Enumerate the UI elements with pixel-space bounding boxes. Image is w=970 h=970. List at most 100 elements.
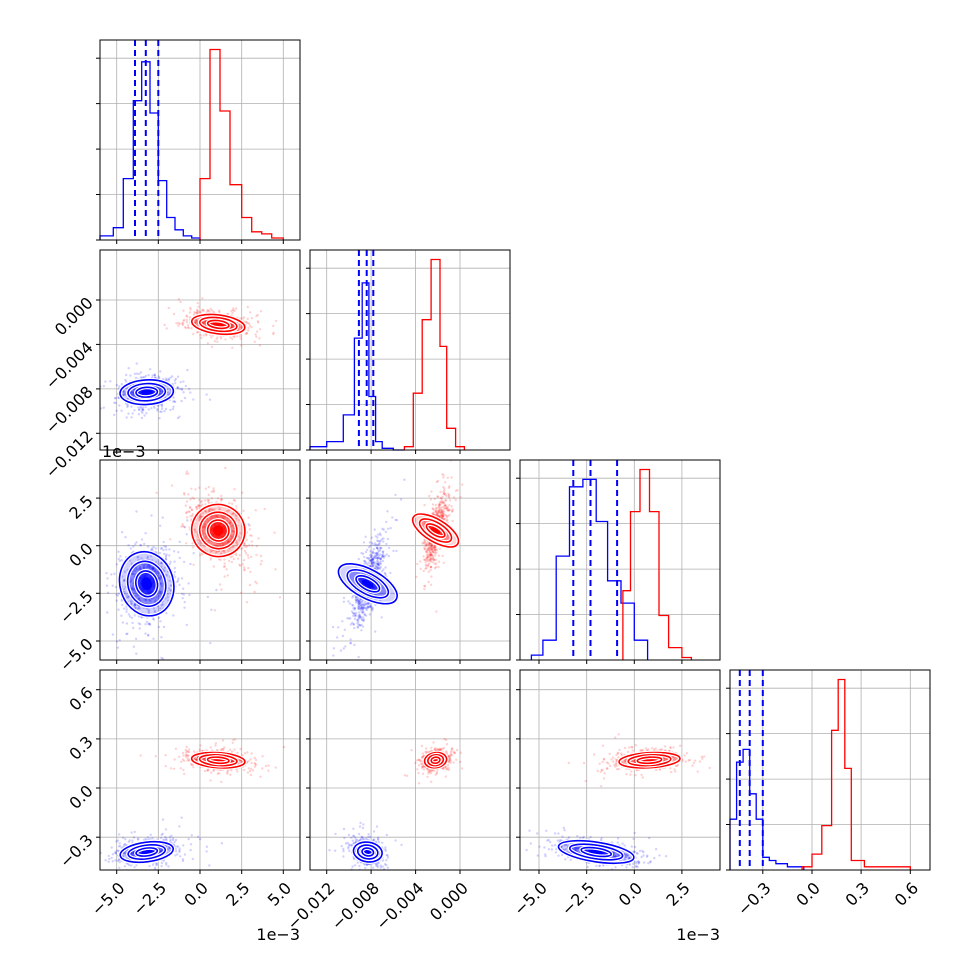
x-tick-label: 0.0 xyxy=(792,878,823,909)
blue-contour-2 xyxy=(135,847,159,857)
blue-contour-1 xyxy=(568,843,624,861)
blue-histogram-0 xyxy=(99,61,201,240)
red-contour-1 xyxy=(427,754,445,767)
grid xyxy=(310,460,510,660)
x-tick-label: 2.5 xyxy=(662,878,693,909)
red-contour-2 xyxy=(206,756,230,765)
grid xyxy=(310,670,510,870)
x-tick-label: −5.0 xyxy=(510,878,551,919)
x-axis-labels-3: −0.3 0.0 0.3 0.6 xyxy=(734,878,922,919)
blue-contour-1 xyxy=(356,844,379,860)
x-tick-label: −2.5 xyxy=(129,878,170,919)
blue-contour-0 xyxy=(119,379,175,406)
red-contour-0 xyxy=(618,751,681,769)
red-histogram-3 xyxy=(801,678,911,870)
blue-contour-1 xyxy=(126,560,167,608)
panel-frame xyxy=(309,669,511,871)
blue-contour-2 xyxy=(580,846,613,858)
x-tick-label: 0.0 xyxy=(615,878,646,909)
x-tick-label: 0.000 xyxy=(426,878,472,924)
scatter-panel-0-1 xyxy=(96,249,301,454)
red-contour-1 xyxy=(418,518,453,543)
red-density-level-3 xyxy=(213,322,224,327)
y-tick-label: −5.0 xyxy=(56,634,97,675)
scatter-panel-0-2 xyxy=(96,459,301,664)
y-tick-label: 0.0 xyxy=(65,781,96,812)
blue-density-level-3 xyxy=(141,849,152,855)
blue-contour-1 xyxy=(346,569,390,599)
blue-contour-0 xyxy=(118,550,175,617)
blue-contour-1 xyxy=(127,382,167,402)
blue-contour-2 xyxy=(355,574,381,593)
x-axis-labels-0: −5.0 −2.5 0.0 2.5 5.0 1e−3 xyxy=(88,878,300,944)
panel-frame xyxy=(519,669,721,871)
grid xyxy=(100,250,300,450)
x-tick-label: −5.0 xyxy=(88,878,129,919)
x-offset-label: 1e−3 xyxy=(676,925,720,944)
red-contour-1 xyxy=(198,753,238,767)
red-density-level-3 xyxy=(431,527,441,534)
x-tick-label: 0.3 xyxy=(842,878,873,909)
histogram-panel-2 xyxy=(516,459,721,664)
scatter-panel-0-3 xyxy=(96,669,301,874)
blue-contour-0 xyxy=(352,841,383,863)
red-contour-0 xyxy=(190,313,246,336)
grid xyxy=(730,670,930,870)
panel-frame xyxy=(309,459,511,661)
grid xyxy=(520,460,720,660)
y-offset-label: 1e−3 xyxy=(102,442,146,461)
y-tick-label: 2.5 xyxy=(65,491,96,522)
y-tick-label: 0.3 xyxy=(65,732,96,763)
y-axis-labels-3: −0.3 0.0 0.3 0.6 xyxy=(56,683,97,871)
scatter-panel-1-3 xyxy=(306,669,511,874)
histogram-panel-3 xyxy=(726,669,931,874)
blue-contour-2 xyxy=(135,386,159,398)
x-tick-label: −2.5 xyxy=(558,878,599,919)
red-density-level-3 xyxy=(213,525,224,536)
x-offset-label: 1e−3 xyxy=(256,925,300,944)
blue-density-level-3 xyxy=(361,579,374,588)
scatter-points xyxy=(331,460,464,659)
scatter-points xyxy=(100,297,278,420)
x-tick-label: 5.0 xyxy=(264,878,295,909)
red-contour-2 xyxy=(206,319,230,330)
blue-contour-2 xyxy=(361,847,375,857)
blue-density-level-3 xyxy=(141,577,153,591)
y-tick-label: 0.000 xyxy=(51,293,97,339)
red-contour-1 xyxy=(627,753,672,767)
y-tick-label: −2.5 xyxy=(56,587,97,628)
red-contour-0 xyxy=(190,503,246,558)
blue-density-level-3 xyxy=(364,849,371,855)
y-tick-label: 0.0 xyxy=(65,539,96,570)
grid xyxy=(100,670,300,870)
y-tick-label: −0.004 xyxy=(41,338,96,393)
red-histogram-2 xyxy=(622,468,693,660)
red-histogram-1 xyxy=(403,258,466,450)
grid xyxy=(310,250,510,450)
blue-histogram-1 xyxy=(309,282,405,451)
panel-frame xyxy=(519,459,721,661)
histogram-panel-0 xyxy=(96,39,301,244)
red-contour-0 xyxy=(411,513,460,548)
red-contour-2 xyxy=(636,756,663,765)
scatter-points xyxy=(100,738,286,870)
blue-contour-0 xyxy=(557,839,635,865)
y-tick-label: −0.012 xyxy=(41,427,96,482)
scatter-panel-2-3 xyxy=(516,669,721,874)
red-density-level-3 xyxy=(433,758,438,762)
x-tick-label: −0.012 xyxy=(283,878,338,933)
panel-frame xyxy=(309,249,511,451)
blue-density-level-3 xyxy=(588,849,604,855)
blue-contour-1 xyxy=(127,844,167,860)
red-contour-2 xyxy=(430,756,441,765)
red-contour-0 xyxy=(190,751,246,769)
red-contour-1 xyxy=(198,511,238,550)
blue-histogram-3 xyxy=(729,748,805,870)
blue-contour-0 xyxy=(119,840,175,864)
blue-density-level-3 xyxy=(141,389,152,395)
red-contour-1 xyxy=(198,316,238,333)
x-tick-label: 2.5 xyxy=(222,878,253,909)
x-tick-label: 0.0 xyxy=(180,878,211,909)
